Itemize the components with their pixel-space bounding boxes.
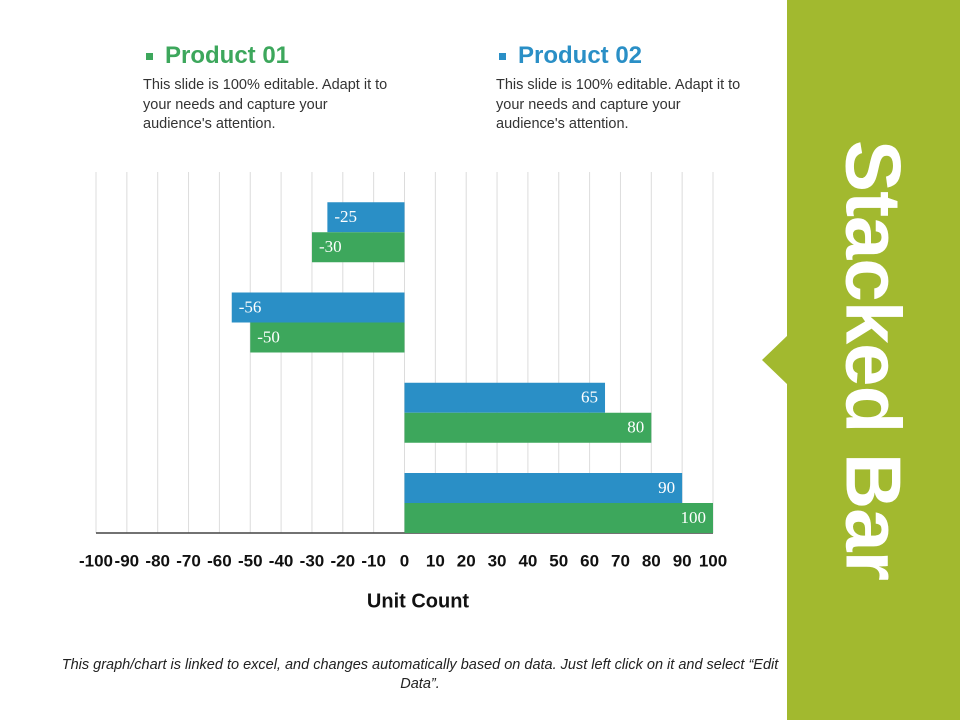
bar	[311, 232, 405, 263]
x-tick-label: -60	[207, 551, 232, 570]
x-tick-label: -30	[300, 551, 325, 570]
data-label: -50	[257, 327, 280, 346]
x-tick-label: -90	[115, 551, 140, 570]
x-tick-label: 60	[580, 551, 599, 570]
x-tick-label: 50	[549, 551, 568, 570]
bar	[404, 412, 652, 443]
side-panel	[787, 0, 960, 720]
footnote: This graph/chart is linked to excel, and…	[61, 657, 779, 692]
legend-bullet	[146, 52, 153, 60]
data-label: -56	[239, 297, 262, 316]
x-tick-label: -80	[145, 551, 170, 570]
data-label: -30	[319, 237, 342, 256]
x-tick-label: 20	[457, 551, 476, 570]
legend-item: Product 02 This slide is 100% editable. …	[496, 42, 746, 135]
bar	[327, 202, 405, 233]
x-tick-label: -10	[361, 551, 386, 570]
data-label: 80	[627, 418, 644, 437]
x-tick-label: -100	[79, 551, 113, 570]
data-label: 100	[681, 508, 707, 527]
legend-label: Product 01	[165, 42, 290, 69]
bar	[250, 322, 405, 353]
chart-title: Stacked Bar	[829, 140, 918, 580]
chart: Unit Count -100 -90 -80 -70 -60 -50 -40 -30 -20-…	[79, 172, 727, 612]
panel-notch	[762, 335, 788, 385]
legend-bullet	[499, 52, 506, 60]
legend-head: Product 02	[496, 42, 746, 70]
legend-label: Product 02	[518, 42, 643, 69]
x-tick-label: 10	[426, 551, 445, 570]
x-tick-label: 70	[611, 551, 630, 570]
x-tick-label: -40	[269, 551, 294, 570]
data-label: 65	[581, 388, 598, 407]
x-axis-label: Unit Count	[367, 590, 470, 612]
legend-description: This slide is 100% editable. Adapt it to…	[143, 77, 388, 132]
bar	[404, 503, 713, 533]
legend-head: Product 01	[143, 42, 393, 70]
x-tick-label: 40	[518, 551, 537, 570]
x-tick-label: -50	[238, 551, 263, 570]
legend-item: Product 01 This slide is 100% editable. …	[143, 42, 393, 135]
data-label: -25	[334, 207, 357, 226]
bar	[404, 473, 683, 503]
x-tick-label: 90	[673, 551, 692, 570]
x-tick-label: -70	[176, 551, 201, 570]
x-tick-label: -20	[331, 551, 356, 570]
legend-description: This slide is 100% editable. Adapt it to…	[496, 77, 741, 132]
bar	[404, 382, 606, 413]
bar	[231, 292, 405, 323]
x-tick-label: 30	[488, 551, 507, 570]
data-label: 90	[658, 478, 675, 497]
x-tick-label: 80	[642, 551, 661, 570]
x-tick-label: 0	[400, 551, 409, 570]
x-tick-label: 100	[699, 551, 727, 570]
